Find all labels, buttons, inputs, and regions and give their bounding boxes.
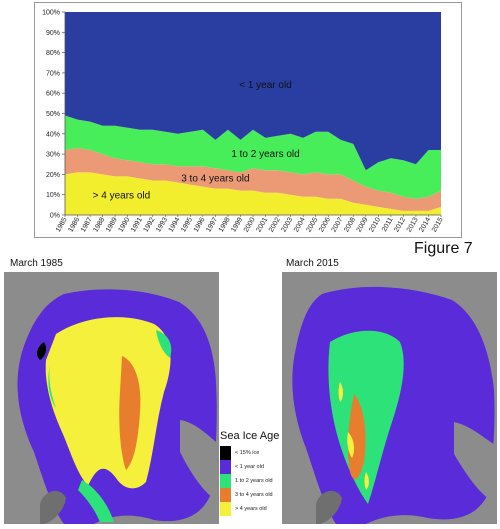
x-tick-label: 1992: [143, 216, 157, 233]
sea-ice-map-2015: [282, 272, 497, 524]
x-tick-label: 1997: [205, 216, 219, 233]
y-tick-label: 60%: [46, 91, 60, 98]
x-tick-label: 1990: [118, 216, 132, 233]
x-tick-label: 2002: [268, 216, 282, 233]
y-tick-label: 20%: [46, 172, 60, 179]
legend-item: 1 to 2 years old: [220, 474, 304, 488]
y-tick-label: 80%: [46, 50, 60, 57]
x-tick-label: 2013: [406, 216, 420, 233]
x-tick-label: 1994: [168, 216, 182, 233]
sea-ice-map-1985: [4, 272, 219, 524]
area-label-3: < 1 year old: [239, 80, 292, 91]
y-tick-label: 10%: [46, 192, 60, 199]
legend-swatch: [220, 460, 231, 474]
legend-item: > 4 years old: [220, 502, 304, 516]
legend-swatch: [220, 488, 231, 502]
x-tick-label: 2015: [431, 216, 445, 233]
legend-label: < 15% ice: [235, 450, 260, 456]
x-tick-label: 2001: [255, 216, 269, 233]
legend-item: 3 to 4 years old: [220, 488, 304, 502]
area-series-1: [65, 148, 441, 211]
x-tick-label: 1988: [92, 216, 106, 233]
x-tick-label: 1991: [130, 216, 144, 233]
x-tick-label: 2014: [418, 216, 432, 233]
area-label-2: 1 to 2 years old: [231, 149, 299, 160]
y-tick-label: 90%: [46, 30, 60, 37]
x-tick-label: 1986: [67, 216, 81, 233]
map-title-1985: March 1985: [10, 258, 63, 269]
figure-label: Figure 7: [414, 240, 473, 257]
x-tick-label: 2000: [243, 216, 257, 233]
x-tick-label: 2003: [280, 216, 294, 233]
x-tick-label: 1995: [180, 216, 194, 233]
y-tick-label: 0%: [50, 213, 60, 220]
stacked-area-chart: > 4 years old 3 to 4 years old 1 to 2 year…: [42, 10, 445, 234]
legend-label: 3 to 4 years old: [235, 492, 273, 498]
x-tick-label: 2012: [393, 216, 407, 233]
area-series-2: [65, 115, 441, 199]
legend-swatch: [220, 446, 231, 460]
x-tick-label: 1993: [155, 216, 169, 233]
legend-rows: < 15% ice < 1 year old 1 to 2 years old 3 t…: [220, 446, 304, 516]
legend-item: < 15% ice: [220, 446, 304, 460]
area-series-0: [65, 172, 441, 215]
x-tick-label: 1998: [218, 216, 232, 233]
legend-item: < 1 year old: [220, 460, 304, 474]
legend-title: Sea Ice Age: [220, 430, 280, 442]
legend-label: < 1 year old: [235, 464, 264, 470]
y-tick-label: 40%: [46, 131, 60, 138]
legend-swatch: [220, 474, 231, 488]
chart-frame: > 4 years old 3 to 4 years old 1 to 2 year…: [34, 2, 462, 238]
map-title-2015: March 2015: [286, 258, 339, 269]
x-tick-label: 2004: [293, 216, 307, 233]
x-tick-label: 1987: [80, 216, 94, 233]
x-tick-label: 2009: [356, 216, 370, 233]
x-tick-label: 2005: [306, 216, 320, 233]
area-label-0: > 4 years old: [93, 191, 151, 202]
y-tick-label: 50%: [46, 111, 60, 118]
x-tick-label: 1999: [230, 216, 244, 233]
area-label-1: 3 to 4 years old: [181, 174, 249, 185]
x-tick-label: 1989: [105, 216, 119, 233]
y-tick-label: 100%: [42, 10, 60, 17]
legend-label: > 4 years old: [235, 506, 267, 512]
y-tick-label: 70%: [46, 70, 60, 77]
y-tick-label: 30%: [46, 152, 60, 159]
area-series-3: [65, 12, 441, 171]
legend-label: 1 to 2 years old: [235, 478, 273, 484]
x-tick-label: 2010: [368, 216, 382, 233]
x-tick-label: 1996: [193, 216, 207, 233]
sea-ice-age-legend: Sea Ice Age < 15% ice < 1 year old 1 to 2 …: [220, 430, 304, 516]
x-tick-label: 2007: [331, 216, 345, 233]
x-tick-label: 2008: [343, 216, 357, 233]
legend-swatch: [220, 502, 231, 516]
x-tick-label: 2006: [318, 216, 332, 233]
